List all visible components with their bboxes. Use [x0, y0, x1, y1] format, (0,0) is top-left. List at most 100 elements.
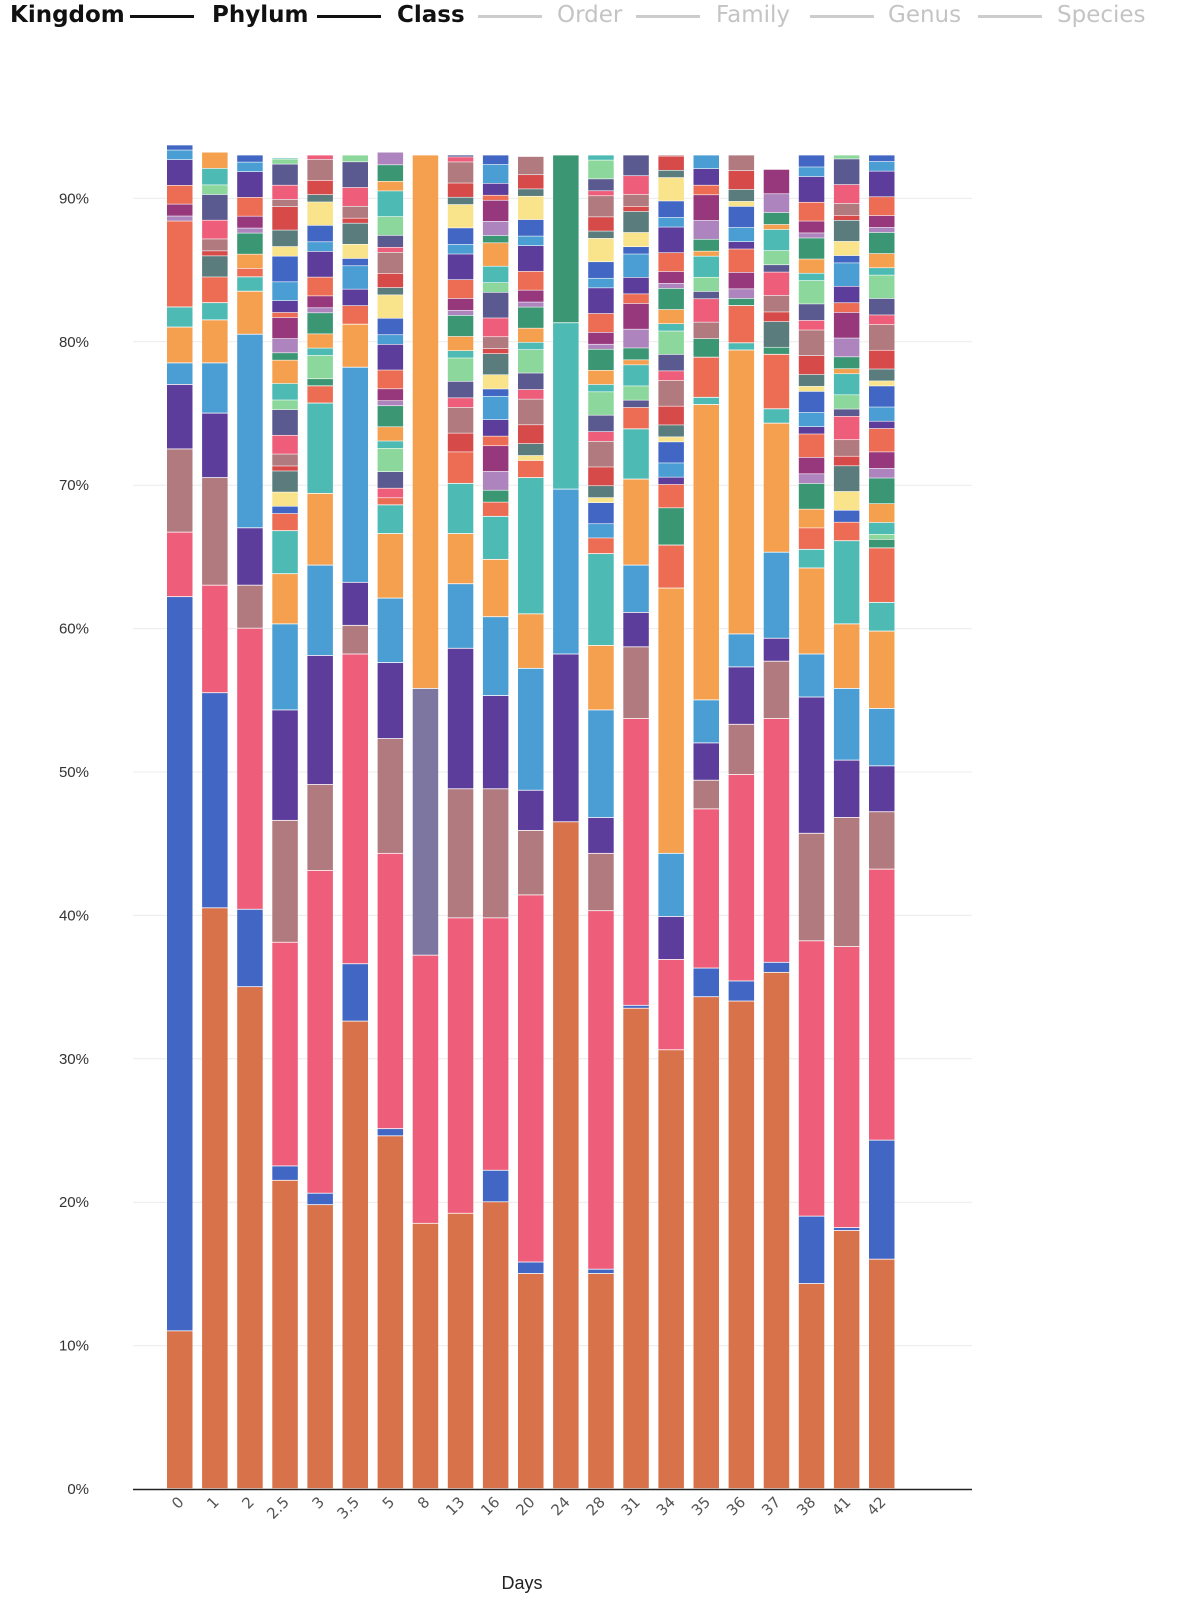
- level-class[interactable]: Class: [397, 2, 465, 28]
- bar-segment: [272, 820, 298, 942]
- bar-stack-day-5[interactable]: [377, 152, 404, 1489]
- bar-segment: [518, 1262, 544, 1274]
- level-genus[interactable]: Genus: [888, 2, 962, 28]
- bar-segment: [763, 212, 790, 225]
- bar-segment: [728, 201, 755, 207]
- bar-segment: [869, 369, 895, 381]
- bar-segment: [588, 278, 614, 288]
- bar-stack-day-36[interactable]: [728, 155, 755, 1489]
- bar-segment: [869, 602, 895, 631]
- bar-segment: [167, 221, 193, 307]
- bar-segment: [518, 246, 544, 272]
- bar-segment: [763, 265, 790, 272]
- level-family[interactable]: Family: [716, 2, 791, 28]
- bar-segment: [272, 317, 298, 339]
- bar-stack-day-13[interactable]: [447, 155, 474, 1489]
- bar-segment: [588, 486, 614, 498]
- bar-segment: [869, 539, 895, 548]
- bar-stack-day-24[interactable]: [553, 155, 579, 1489]
- x-tick-label: 42: [863, 1493, 889, 1519]
- bar-segment: [728, 305, 755, 343]
- bar-stack-day-1[interactable]: [202, 152, 228, 1489]
- bar-segment: [307, 180, 333, 195]
- bar-segment: [342, 582, 368, 625]
- bar-stack-day-42[interactable]: [869, 155, 895, 1489]
- bar-segment: [693, 357, 719, 397]
- bar-stack-day-38[interactable]: [798, 155, 825, 1489]
- bar-segment: [518, 189, 544, 196]
- bar-segment: [518, 196, 544, 220]
- bar-segment: [588, 231, 614, 239]
- bar-segment: [447, 584, 474, 648]
- bar-segment: [237, 172, 263, 198]
- bar-segment: [377, 406, 404, 427]
- bar-stack-day-3[interactable]: [307, 155, 333, 1489]
- bar-segment: [377, 344, 404, 370]
- y-tick-label: 50%: [59, 764, 89, 781]
- bar-segment: [553, 489, 579, 654]
- bar-stack-day-37[interactable]: [763, 169, 790, 1489]
- bar-stack-day-35[interactable]: [693, 155, 720, 1489]
- bar-segment: [202, 251, 228, 256]
- bar-stack-day-3.5[interactable]: [342, 155, 369, 1489]
- level-kingdom[interactable]: Kingdom: [10, 2, 125, 28]
- bar-segment: [342, 218, 368, 223]
- bar-segment: [518, 290, 544, 302]
- bar-segment: [833, 286, 860, 303]
- bar-segment: [237, 528, 263, 585]
- bar-segment: [833, 510, 860, 522]
- bar-stack-day-2[interactable]: [237, 155, 263, 1489]
- bar-segment: [447, 310, 474, 316]
- bar-segment: [553, 822, 579, 1489]
- bar-segment: [237, 268, 263, 277]
- bar-segment: [588, 817, 614, 853]
- bar-segment: [763, 312, 790, 322]
- bar-segment: [482, 419, 509, 436]
- bar-segment: [588, 179, 614, 191]
- bar-stack-day-34[interactable]: [658, 155, 684, 1489]
- bar-segment: [588, 160, 614, 179]
- bar-segment: [833, 395, 860, 409]
- bar-stack-day-16[interactable]: [482, 155, 509, 1489]
- bar-segment: [272, 466, 298, 471]
- level-order[interactable]: Order: [557, 2, 623, 28]
- bar-segment: [307, 242, 333, 252]
- bar-segment: [588, 196, 614, 217]
- bar-stack-day-28[interactable]: [588, 155, 614, 1489]
- bar-segment: [798, 176, 825, 202]
- bar-stack-day-0[interactable]: [167, 145, 193, 1489]
- bar-segment: [798, 474, 825, 484]
- bar-stack-day-8[interactable]: [412, 155, 439, 1489]
- bar-segment: [623, 400, 649, 408]
- bar-segment: [869, 428, 895, 452]
- bar-segment: [342, 223, 368, 244]
- bar-segment: [377, 318, 404, 335]
- bar-segment: [272, 513, 298, 531]
- bar-segment: [658, 354, 684, 371]
- bar-segment: [833, 220, 860, 242]
- bar-segment: [307, 334, 333, 348]
- bar-segment: [307, 277, 333, 296]
- level-species[interactable]: Species: [1057, 2, 1146, 28]
- bar-segment: [518, 342, 544, 350]
- level-phylum[interactable]: Phylum: [212, 2, 309, 28]
- bar-segment: [658, 1050, 684, 1489]
- bar-stack-day-20[interactable]: [518, 156, 544, 1489]
- bar-segment: [728, 227, 755, 242]
- bar-segment: [869, 534, 895, 540]
- bar-segment: [763, 169, 790, 194]
- bar-segment: [447, 452, 474, 483]
- bar-segment: [307, 1193, 333, 1205]
- bar-segment: [693, 968, 719, 997]
- y-tick-label: 0%: [67, 1481, 89, 1498]
- bar-segment: [728, 343, 755, 350]
- bar-segment: [202, 256, 228, 277]
- bar-segment: [342, 155, 368, 162]
- bar-segment: [377, 533, 404, 598]
- bar-segment: [307, 379, 333, 386]
- bar-stack-day-41[interactable]: [833, 155, 860, 1489]
- bar-stack-day-2.5[interactable]: [272, 158, 298, 1489]
- bar-stack-day-31[interactable]: [623, 155, 649, 1489]
- bar-segment: [588, 524, 614, 538]
